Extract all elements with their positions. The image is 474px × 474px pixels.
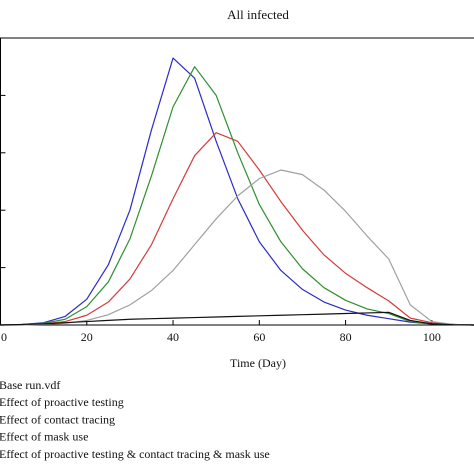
legend-label: Effect of proactive testing & contact tr… <box>0 447 270 461</box>
x-tick-label: 100 <box>423 330 441 344</box>
x-tick-label: 0 <box>1 330 7 344</box>
series-line <box>0 132 474 326</box>
series-line <box>0 311 474 326</box>
legend-label: Effect of mask use <box>0 430 88 444</box>
series-line <box>0 57 474 326</box>
chart-title: All infected <box>227 7 289 22</box>
series-line <box>0 66 474 326</box>
x-tick-label: 20 <box>81 330 93 344</box>
legend-label: Effect of proactive testing <box>0 395 124 409</box>
series-line <box>0 169 474 326</box>
x-tick-label: 60 <box>253 330 265 344</box>
x-tick-label: 80 <box>340 330 352 344</box>
legend-label: Effect of contact tracing <box>0 412 115 426</box>
x-tick-label: 40 <box>167 330 179 344</box>
plot-frame <box>0 37 474 326</box>
x-axis-title: Time (Day) <box>230 356 286 370</box>
legend-label: Base run.vdf <box>0 378 60 392</box>
